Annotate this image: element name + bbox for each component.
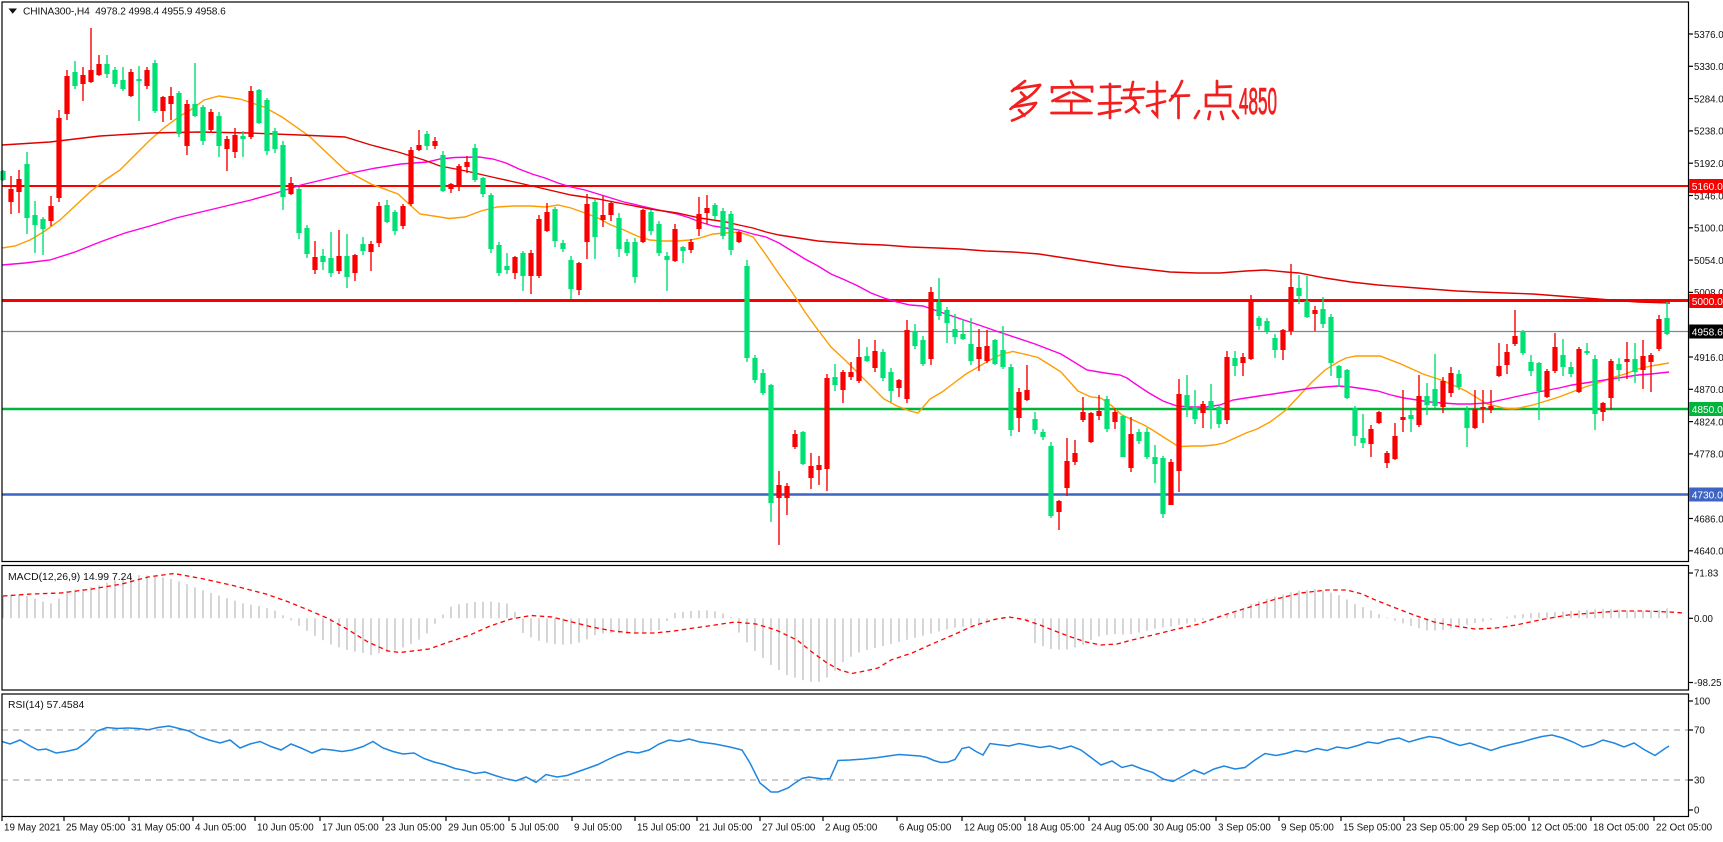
svg-text:4730.0: 4730.0 [1692,490,1723,501]
svg-text:12 Aug 05:00: 12 Aug 05:00 [964,823,1022,834]
svg-text:4958.6: 4958.6 [1692,327,1723,338]
svg-text:15 Sep 05:00: 15 Sep 05:00 [1343,823,1402,834]
svg-text:30: 30 [1694,776,1705,787]
svg-text:5160.0: 5160.0 [1692,182,1723,193]
svg-text:4870.0: 4870.0 [1694,385,1723,396]
svg-text:3 Sep 05:00: 3 Sep 05:00 [1218,823,1271,834]
svg-text:5330.0: 5330.0 [1694,62,1723,73]
svg-text:4 Jun 05:00: 4 Jun 05:00 [195,823,247,834]
svg-text:29 Jun 05:00: 29 Jun 05:00 [448,823,505,834]
svg-text:27 Jul 05:00: 27 Jul 05:00 [762,823,816,834]
svg-text:19 May 2021: 19 May 2021 [4,823,61,834]
svg-text:29 Sep 05:00: 29 Sep 05:00 [1468,823,1527,834]
svg-text:23 Sep 05:00: 23 Sep 05:00 [1406,823,1465,834]
svg-text:4916.0: 4916.0 [1694,353,1723,364]
svg-text:4850: 4850 [1239,81,1277,122]
svg-text:100: 100 [1694,697,1711,708]
svg-text:5284.0: 5284.0 [1694,94,1723,105]
svg-text:6 Aug 05:00: 6 Aug 05:00 [899,823,952,834]
svg-text:9 Jul 05:00: 9 Jul 05:00 [574,823,622,834]
svg-text:-98.25: -98.25 [1694,678,1721,689]
svg-text:22 Oct 05:00: 22 Oct 05:00 [1656,823,1713,834]
svg-text:5100.0: 5100.0 [1694,224,1723,235]
svg-text:4640.0: 4640.0 [1694,547,1723,558]
svg-text:4686.0: 4686.0 [1694,514,1723,525]
svg-text:18 Oct 05:00: 18 Oct 05:00 [1593,823,1650,834]
svg-text:4824.0: 4824.0 [1694,417,1723,428]
svg-text:5192.0: 5192.0 [1694,159,1723,170]
svg-text:RSI(14) 57.4584: RSI(14) 57.4584 [8,700,84,711]
svg-text:12 Oct 05:00: 12 Oct 05:00 [1531,823,1588,834]
svg-text:5146.0: 5146.0 [1694,191,1723,202]
svg-text:25 May 05:00: 25 May 05:00 [66,823,126,834]
svg-text:24 Aug 05:00: 24 Aug 05:00 [1091,823,1149,834]
svg-text:5000.0: 5000.0 [1692,297,1723,308]
svg-text:4850.0: 4850.0 [1692,405,1723,416]
svg-text:MACD(12,26,9) 14.99 7.24: MACD(12,26,9) 14.99 7.24 [8,572,132,583]
svg-text:71.83: 71.83 [1694,569,1718,580]
svg-text:4778.0: 4778.0 [1694,450,1723,461]
svg-text:5008.0: 5008.0 [1694,288,1723,299]
svg-text:0: 0 [1694,806,1700,817]
svg-text:17 Jun 05:00: 17 Jun 05:00 [322,823,379,834]
svg-text:30 Aug 05:00: 30 Aug 05:00 [1153,823,1211,834]
svg-text:0.00: 0.00 [1694,614,1713,625]
svg-text:31 May 05:00: 31 May 05:00 [131,823,191,834]
svg-text:21 Jul 05:00: 21 Jul 05:00 [699,823,753,834]
svg-text:2 Aug 05:00: 2 Aug 05:00 [825,823,878,834]
svg-text:5376.0: 5376.0 [1694,30,1723,41]
svg-text:15 Jul 05:00: 15 Jul 05:00 [637,823,691,834]
svg-text:23 Jun 05:00: 23 Jun 05:00 [385,823,442,834]
svg-text:18 Aug 05:00: 18 Aug 05:00 [1027,823,1085,834]
svg-text:5054.0: 5054.0 [1694,256,1723,267]
svg-text:70: 70 [1694,726,1705,737]
svg-text:5238.0: 5238.0 [1694,127,1723,138]
svg-text:5 Jul 05:00: 5 Jul 05:00 [511,823,559,834]
svg-text:CHINA300-,H4 4978.2 4998.4 49: CHINA300-,H4 4978.2 4998.4 4955.9 4958.6 [23,7,226,18]
svg-text:9 Sep 05:00: 9 Sep 05:00 [1281,823,1334,834]
svg-text:10 Jun 05:00: 10 Jun 05:00 [257,823,314,834]
